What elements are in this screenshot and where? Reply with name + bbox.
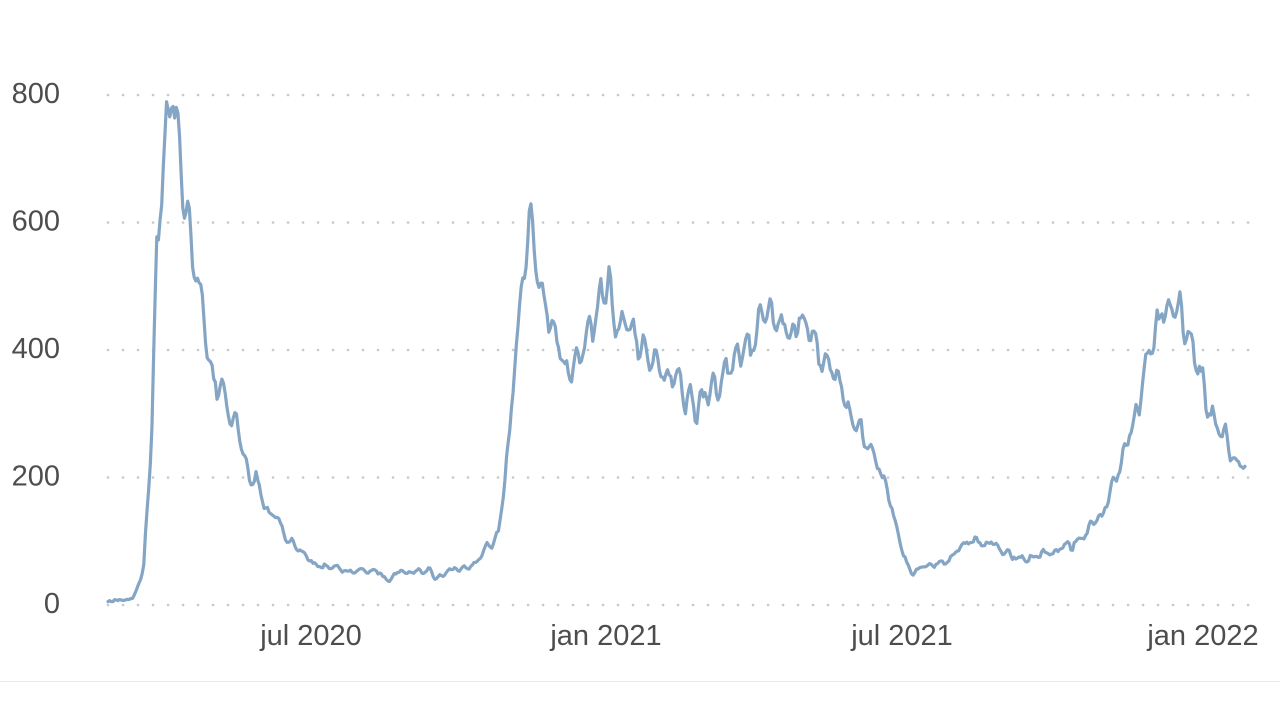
svg-text:jul 2020: jul 2020 xyxy=(259,620,362,652)
svg-text:jan 2021: jan 2021 xyxy=(549,620,661,652)
svg-text:800: 800 xyxy=(12,78,60,110)
svg-text:400: 400 xyxy=(12,333,60,365)
svg-text:600: 600 xyxy=(12,206,60,238)
svg-text:jan 2022: jan 2022 xyxy=(1146,620,1258,652)
svg-text:0: 0 xyxy=(44,588,60,620)
svg-text:200: 200 xyxy=(12,461,60,493)
svg-text:jul 2021: jul 2021 xyxy=(850,620,953,652)
